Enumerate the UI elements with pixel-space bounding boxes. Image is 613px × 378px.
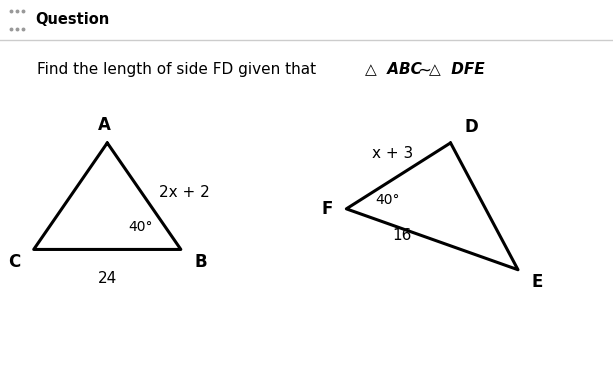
Text: x + 3: x + 3 (371, 146, 413, 161)
Text: C: C (8, 253, 20, 271)
Text: E: E (531, 273, 543, 291)
Text: 2x + 2: 2x + 2 (159, 185, 210, 200)
Text: DFE: DFE (446, 62, 484, 77)
Text: △: △ (365, 62, 376, 77)
Text: 40°: 40° (129, 220, 153, 234)
Text: 24: 24 (97, 271, 117, 287)
Text: .: . (479, 62, 484, 77)
Text: D: D (464, 118, 478, 136)
Text: △: △ (428, 62, 440, 77)
Text: Find the length of side FD given that: Find the length of side FD given that (37, 62, 321, 77)
Text: B: B (194, 253, 207, 271)
Text: A: A (97, 116, 111, 135)
Text: ABC: ABC (382, 62, 427, 77)
Text: 40°: 40° (376, 194, 400, 208)
Text: 16: 16 (392, 228, 411, 243)
Text: Question: Question (36, 12, 110, 27)
Text: ~: ~ (417, 62, 432, 80)
Text: F: F (321, 200, 333, 218)
